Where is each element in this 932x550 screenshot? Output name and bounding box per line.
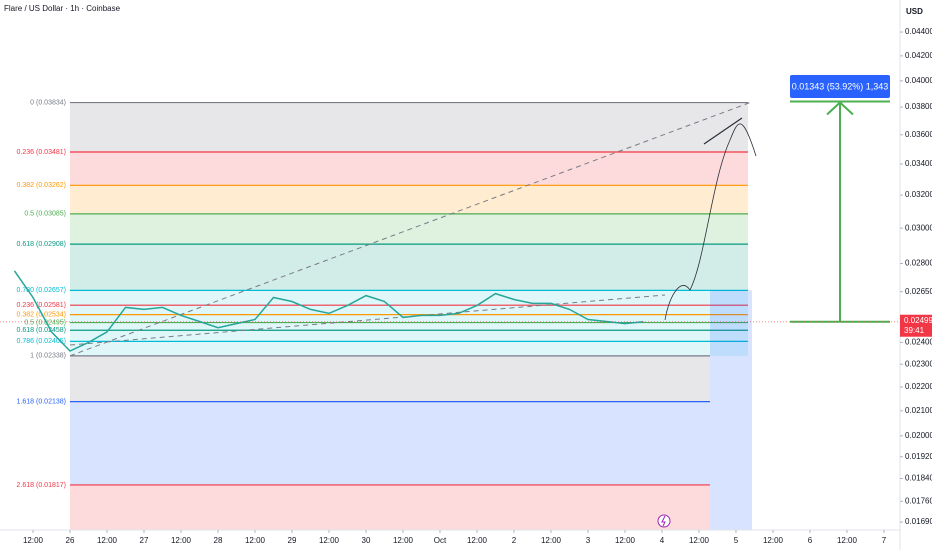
y-tick-label: 0.04000 [905,76,932,85]
projection [664,123,757,321]
y-axis-label: USD [906,7,923,16]
x-tick-label: 12:00 [689,536,710,545]
y-tick-label: 0.03000 [905,223,932,232]
y-tick-label: 0.02100 [905,406,932,415]
x-tick-label: 12:00 [541,536,562,545]
fib-label: 0 (0.03834) [30,99,66,106]
x-tick-label: 12:00 [837,536,858,545]
x-tick-label: Oct [434,536,447,545]
y-tick-label: 0.02400 [905,338,932,347]
axes: 0.04400 0.04200 0.04000 0.03800 0.03600 0.034… [23,27,932,545]
x-tick-label: 12:00 [171,536,192,545]
y-tick-label: 0.03600 [905,130,932,139]
x-tick-label: 29 [288,536,297,545]
trend-line [69,294,666,346]
x-tick-label: 30 [362,536,371,545]
x-tick-label: 12:00 [23,536,44,545]
x-tick-label: 12:00 [245,536,266,545]
measure-label: 0.01343 (53.92%) 1,343 [792,81,889,91]
y-tick-label: 0.03200 [905,190,932,199]
x-tick-label: 28 [214,536,223,545]
x-tick-label: 3 [586,536,591,545]
y-tick-label: 0.04200 [905,51,932,60]
fib-label: 1.618 (0.02138) [17,398,66,405]
trend-line [69,102,751,357]
fib-label: 0.618 (0.02908) [17,241,66,248]
fib-band [69,244,748,291]
x-tick-label: 4 [660,536,665,545]
fib-band [69,185,748,214]
fib-label: 0.5 (0.03085) [24,211,66,218]
fib-band [69,355,710,402]
y-tick-label: 0.03800 [905,102,932,111]
y-tick-label: 0.02650 [905,287,932,296]
last-price-box [900,314,932,337]
price-axis-bg [900,0,932,550]
fib-label: 0.382 (0.03262) [17,182,66,189]
chart-title: Flare / US Dollar · 1h · Coinbase [4,4,121,13]
y-tick-label: 0.01840 [905,474,932,483]
measure-box [790,75,890,98]
x-tick-label: 7 [882,536,887,545]
y-tick-label: 0.01690 [905,517,932,526]
y-tick-label: 0.02000 [905,431,932,440]
fib-label: 0.780 (0.02657) [17,287,66,294]
y-tick-label: 0.04400 [905,27,932,36]
fib-band [69,213,748,245]
x-tick-label: 12:00 [393,536,414,545]
y-tick-label: 0.02800 [905,259,932,268]
date-range [710,290,752,530]
x-tick-label: 6 [808,536,813,545]
fib-band [69,102,748,153]
measure-head [826,101,854,116]
y-tick-label: 0.02200 [905,382,932,391]
x-tick-label: 26 [66,536,75,545]
fib-label: 0.236 (0.02581) [17,302,66,309]
x-tick-label: 27 [140,536,149,545]
fib-label: 0.618 (0.02458) [17,327,66,334]
x-tick-label: 12:00 [763,536,784,545]
x-tick-label: 2 [512,536,517,545]
x-tick-label: 12:00 [467,536,488,545]
x-tick-label: 12:00 [615,536,636,545]
x-tick-label: 12:00 [319,536,340,545]
last-price-label: 0.02499 [904,316,932,325]
y-tick-label: 0.03400 [905,159,932,168]
fib-label: 0.5 (0.02495) [24,319,66,326]
fib-label: 2.618 (0.01817) [17,482,66,489]
plot-area: 0 (0.03834) 0.236 (0.03481) 0.382 (0.03262… [0,75,900,530]
fib-label: 0.382 (0.02534) [17,311,66,318]
fib-band [69,401,710,485]
x-tick-label: 5 [734,536,739,545]
fib-label: 0.236 (0.03481) [17,149,66,156]
fib-band [69,484,710,530]
x-tick-label: 12:00 [97,536,118,545]
event-icon[interactable] [657,514,671,528]
projection-arrow [703,117,743,145]
fib-label: 1 (0.02338) [30,353,66,360]
fib-band [69,152,748,186]
y-tick-label: 0.01920 [905,452,932,461]
fib-label: 0.786 (0.02405) [17,338,66,345]
event-bolt [661,515,666,527]
y-tick-label: 0.02300 [905,359,932,368]
price-line [13,270,644,352]
y-tick-label: 0.01760 [905,496,932,505]
countdown-label: 39:41 [904,326,925,335]
